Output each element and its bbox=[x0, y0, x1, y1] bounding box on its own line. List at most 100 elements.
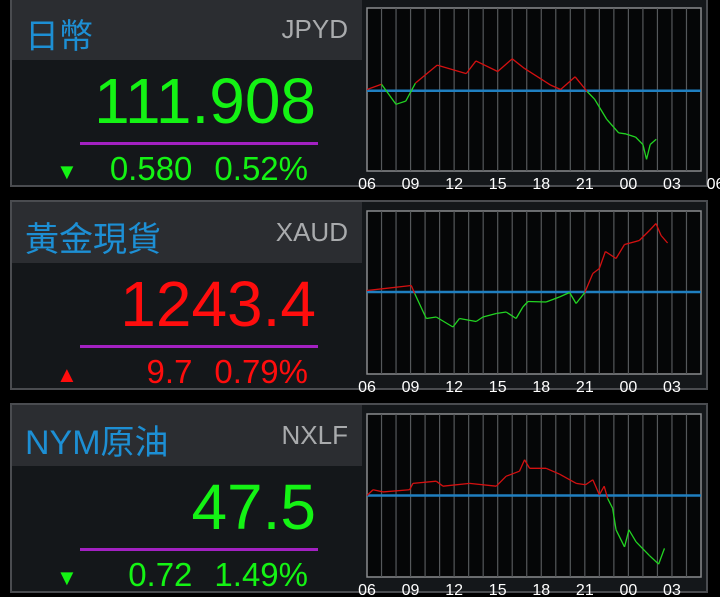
price-line-segment bbox=[459, 317, 477, 323]
price-line-segment bbox=[658, 548, 666, 565]
x-tick-label: 12 bbox=[445, 582, 463, 597]
x-tick-label: 06 bbox=[707, 176, 720, 193]
last-price: 47.5 bbox=[191, 471, 316, 543]
direction-arrow-icon: ▲ bbox=[56, 362, 78, 387]
price-line-segment bbox=[410, 285, 416, 294]
price-line-segment bbox=[495, 475, 507, 487]
x-tick-label: 09 bbox=[402, 582, 420, 597]
x-tick-label: 06 bbox=[358, 582, 376, 597]
change-percent: 0.52% bbox=[214, 150, 308, 187]
quote-panel[interactable]: 日幣 JPYD 111.908 ▼ 0.580 0.52% 06 09 12 15 18 2… bbox=[10, 0, 720, 193]
price-line-segment bbox=[575, 292, 586, 304]
price-line-segment bbox=[606, 498, 614, 509]
price-line-segment bbox=[366, 489, 374, 496]
instrument-code: NXLF bbox=[281, 420, 348, 450]
price-line-segment bbox=[442, 482, 470, 487]
price-line-segment bbox=[615, 244, 626, 259]
price-line-segment bbox=[414, 64, 438, 84]
price-line-segment bbox=[586, 91, 595, 100]
price-line-segment bbox=[527, 300, 547, 303]
price-line-segment bbox=[642, 144, 648, 160]
change-percent: 1.49% bbox=[214, 556, 308, 593]
price-line-segment bbox=[524, 459, 531, 469]
change-row: 9.7 0.79% bbox=[147, 353, 308, 391]
price-line-segment bbox=[635, 541, 650, 557]
price-line-segment bbox=[475, 60, 498, 73]
x-tick-label: 03 bbox=[663, 582, 681, 597]
x-tick-label: 15 bbox=[489, 582, 507, 597]
instrument-name: 日幣 bbox=[25, 18, 93, 56]
x-tick-label: 12 bbox=[445, 379, 463, 396]
price-line-segment bbox=[366, 284, 412, 292]
intraday-chart[interactable]: 06 09 12 15 18 21 00 03 bbox=[358, 405, 710, 597]
price-line-segment bbox=[366, 83, 382, 91]
chart-plot-area bbox=[366, 7, 702, 172]
price-line-segment bbox=[624, 239, 640, 246]
price-line-segment bbox=[603, 486, 609, 499]
price-line-segment bbox=[405, 82, 416, 102]
price-line-segment bbox=[649, 555, 660, 565]
price-line-segment bbox=[625, 133, 636, 138]
instrument-name: NYM原油 bbox=[25, 424, 169, 462]
price-line-segment bbox=[497, 58, 513, 72]
price-line-segment bbox=[618, 132, 627, 135]
price-line-segment bbox=[545, 296, 560, 303]
price-line-segment bbox=[576, 482, 586, 486]
price-line-segment bbox=[482, 312, 497, 318]
price-line-segment bbox=[496, 311, 507, 315]
price-line-segment bbox=[372, 489, 384, 493]
x-tick-label: 06 bbox=[358, 176, 376, 193]
price-line-segment bbox=[435, 480, 444, 487]
price-line-segment bbox=[655, 223, 662, 236]
intraday-chart[interactable]: 06 09 12 15 18 21 00 03 06 bbox=[358, 0, 720, 193]
price-line-segment bbox=[605, 250, 617, 260]
price-line-segment bbox=[475, 316, 484, 323]
price-line-segment bbox=[638, 230, 650, 241]
change-value: 9.7 bbox=[146, 353, 193, 390]
price-line-segment bbox=[574, 76, 588, 93]
price-line-segment bbox=[382, 489, 410, 493]
instrument-code: JPYD bbox=[281, 14, 348, 44]
price-line-segment bbox=[560, 76, 576, 90]
price-line-segment bbox=[612, 508, 617, 530]
direction-arrow-icon: ▼ bbox=[56, 159, 78, 184]
x-tick-label: 21 bbox=[576, 582, 594, 597]
price-line-segment bbox=[414, 293, 427, 319]
quote-panel[interactable]: 黃金現貨 XAUD 1243.4 ▲ 9.7 0.79% 06 09 12 15 18 21… bbox=[10, 200, 710, 396]
price-underline bbox=[80, 142, 318, 145]
price-line-segment bbox=[452, 318, 460, 328]
change-value: 0.72 bbox=[128, 556, 193, 593]
price-line-segment bbox=[412, 480, 437, 484]
quote-panel[interactable]: NYM原油 NXLF 47.5 ▼ 0.72 1.49% 06 09 12 15 18 21… bbox=[10, 403, 710, 597]
price-line-segment bbox=[606, 118, 620, 134]
price-line-segment bbox=[584, 273, 594, 293]
price-line-segment bbox=[592, 479, 600, 496]
x-tick-label: 18 bbox=[532, 582, 550, 597]
price-line-segment bbox=[522, 301, 529, 308]
intraday-chart[interactable]: 06 09 12 15 18 21 00 03 bbox=[358, 202, 710, 396]
price-line-segment bbox=[437, 64, 467, 75]
last-price: 1243.4 bbox=[120, 268, 316, 340]
price-underline bbox=[80, 548, 318, 551]
price-line-segment bbox=[523, 67, 552, 86]
instrument-name: 黃金現貨 bbox=[25, 221, 161, 259]
x-tick-label: 03 bbox=[663, 379, 681, 396]
quote-header: 日幣 JPYD bbox=[12, 0, 362, 60]
price-line-segment bbox=[648, 223, 657, 231]
price-line-segment bbox=[649, 138, 657, 146]
x-tick-label: 21 bbox=[576, 379, 594, 396]
price-line-segment bbox=[660, 235, 669, 244]
x-tick-label: 18 bbox=[532, 176, 550, 193]
price-line-segment bbox=[511, 58, 525, 69]
x-tick-label: 12 bbox=[445, 176, 463, 193]
price-line-segment bbox=[585, 479, 594, 486]
instrument-code: XAUD bbox=[275, 217, 348, 247]
x-tick-label: 21 bbox=[576, 176, 594, 193]
last-price: 111.908 bbox=[94, 65, 316, 137]
x-tick-label: 06 bbox=[358, 379, 376, 396]
price-line-segment bbox=[592, 267, 600, 275]
price-line-segment bbox=[598, 251, 607, 269]
price-line-segment bbox=[559, 291, 570, 298]
price-line-segment bbox=[505, 470, 520, 477]
x-tick-label: 18 bbox=[532, 379, 550, 396]
